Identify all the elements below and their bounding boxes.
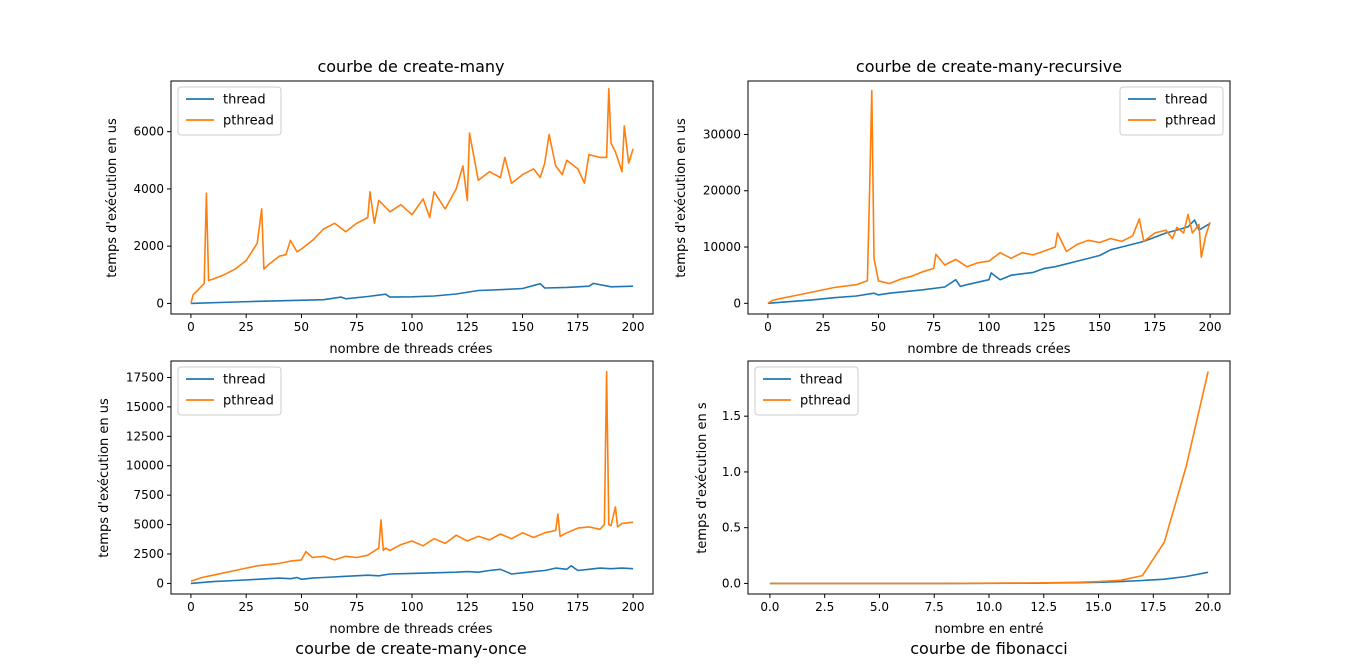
y-tick-label: 5000 bbox=[133, 518, 164, 532]
y-tick-label: 2500 bbox=[133, 547, 164, 561]
y-tick-label: 4000 bbox=[133, 182, 164, 196]
legend-label-pthread: pthread bbox=[1165, 114, 1216, 129]
x-tick-label: 125 bbox=[456, 600, 479, 614]
y-tick-label: 10000 bbox=[703, 240, 741, 254]
x-axis-label: nombre de threads crées bbox=[329, 342, 492, 357]
chart-title: courbe de create-many bbox=[317, 57, 504, 76]
y-tick-label: 0 bbox=[156, 296, 164, 310]
y-tick-label: 7500 bbox=[133, 488, 164, 502]
y-tick-label: 20000 bbox=[703, 184, 741, 198]
x-tick-label: 75 bbox=[926, 320, 941, 334]
x-tick-label: 75 bbox=[349, 320, 364, 334]
x-tick-label: 125 bbox=[1033, 320, 1056, 334]
series-line-thread bbox=[190, 564, 634, 585]
series-line-pthread bbox=[769, 371, 1209, 585]
plot-area: 0 25 50 75 100 125 150 175 200 0 2500 5000 7500 10000… bbox=[126, 360, 654, 614]
y-tick-label: 15000 bbox=[126, 400, 164, 414]
x-tick-label: 50 bbox=[294, 320, 309, 334]
y-axis-label: temps d'exécution en s bbox=[695, 402, 710, 554]
legend-label-pthread: pthread bbox=[800, 394, 851, 409]
x-tick-label: 25 bbox=[239, 600, 254, 614]
legend: thread pthread bbox=[754, 366, 859, 416]
y-tick-label: 1.5 bbox=[722, 409, 741, 423]
x-tick-label: 175 bbox=[1143, 320, 1166, 334]
y-tick-label: 0.5 bbox=[722, 521, 741, 535]
y-tick-label: 0 bbox=[733, 296, 741, 310]
x-tick-label: 0 bbox=[187, 600, 195, 614]
y-tick-label: 1.0 bbox=[722, 465, 741, 479]
x-tick-label: 100 bbox=[978, 320, 1001, 334]
x-tick-label: 50 bbox=[871, 320, 886, 334]
legend: thread pthread bbox=[177, 86, 282, 136]
chart-title: courbe de create-many-once bbox=[295, 639, 526, 658]
x-tick-label: 15.0 bbox=[1085, 600, 1112, 614]
x-axis-label: nombre de threads crées bbox=[329, 622, 492, 637]
y-tick-label: 30000 bbox=[703, 127, 741, 141]
x-tick-label: 0 bbox=[187, 320, 195, 334]
x-tick-label: 200 bbox=[622, 600, 645, 614]
x-axis-label: nombre en entré bbox=[934, 622, 1043, 637]
y-tick-label: 0.0 bbox=[722, 576, 741, 590]
x-axis-label: nombre de threads crées bbox=[907, 342, 1070, 357]
legend-label-pthread: pthread bbox=[223, 394, 274, 409]
legend-label-thread: thread bbox=[223, 93, 266, 108]
x-tick-label: 2.5 bbox=[815, 600, 834, 614]
y-tick-label: 17500 bbox=[126, 370, 164, 384]
chart-create-many: courbe de create-many nombre de threads … bbox=[105, 57, 654, 357]
series-line-pthread bbox=[190, 370, 634, 582]
legend-label-thread: thread bbox=[1165, 93, 1208, 108]
x-tick-label: 175 bbox=[566, 600, 589, 614]
series-line-pthread bbox=[190, 87, 634, 304]
x-tick-label: 25 bbox=[239, 320, 254, 334]
chart-fibonacci: nombre en entré courbe de fibonacci temp… bbox=[695, 360, 1231, 658]
x-tick-label: 0.0 bbox=[760, 600, 779, 614]
x-tick-label: 200 bbox=[1199, 320, 1222, 334]
x-tick-label: 100 bbox=[401, 600, 424, 614]
legend: thread pthread bbox=[1119, 86, 1224, 136]
x-tick-label: 10.0 bbox=[976, 600, 1003, 614]
chart-create-many-once: nombre de threads crées courbe de create… bbox=[97, 360, 654, 658]
x-tick-label: 125 bbox=[456, 320, 479, 334]
y-tick-label: 0 bbox=[156, 576, 164, 590]
x-tick-label: 12.5 bbox=[1030, 600, 1057, 614]
series-line-pthread bbox=[767, 89, 1211, 304]
chart-title: courbe de create-many-recursive bbox=[856, 57, 1122, 76]
y-axis-label: temps d'exécution en us bbox=[674, 118, 689, 278]
y-tick-label: 6000 bbox=[133, 125, 164, 139]
plot-area: 0 25 50 75 100 125 150 175 200 0 10000 20000 30000 th… bbox=[703, 80, 1231, 334]
x-tick-label: 100 bbox=[401, 320, 424, 334]
x-tick-label: 200 bbox=[622, 320, 645, 334]
y-tick-label: 12500 bbox=[126, 429, 164, 443]
x-tick-label: 7.5 bbox=[925, 600, 944, 614]
legend-label-thread: thread bbox=[800, 373, 843, 388]
legend: thread pthread bbox=[177, 366, 282, 416]
y-axis-label: temps d'exécution en us bbox=[97, 398, 112, 558]
x-tick-label: 175 bbox=[566, 320, 589, 334]
plot-area: 0.0 2.5 5.0 7.5 10.0 12.5 15.0 17.5 20.0 0.0 0.5 1.… bbox=[722, 360, 1231, 614]
y-axis-label: temps d'exécution en us bbox=[105, 118, 120, 278]
x-tick-label: 75 bbox=[349, 600, 364, 614]
y-tick-label: 10000 bbox=[126, 459, 164, 473]
x-tick-label: 150 bbox=[511, 600, 534, 614]
x-tick-label: 150 bbox=[1088, 320, 1111, 334]
plot-area: 0 25 50 75 100 125 150 175 2000200040006000threa… bbox=[133, 80, 654, 334]
series-line-thread bbox=[767, 219, 1211, 305]
x-tick-label: 0 bbox=[764, 320, 772, 334]
x-tick-label: 17.5 bbox=[1140, 600, 1167, 614]
x-tick-label: 50 bbox=[294, 600, 309, 614]
x-tick-label: 5.0 bbox=[870, 600, 889, 614]
y-tick-label: 2000 bbox=[133, 239, 164, 253]
x-tick-label: 150 bbox=[511, 320, 534, 334]
x-tick-label: 20.0 bbox=[1195, 600, 1222, 614]
legend-label-thread: thread bbox=[223, 373, 266, 388]
chart-title: courbe de fibonacci bbox=[910, 639, 1067, 658]
legend-label-pthread: pthread bbox=[223, 114, 274, 129]
chart-create-many-recursive: courbe de create-many-recursive nombre d… bbox=[674, 57, 1231, 357]
x-tick-label: 25 bbox=[816, 320, 831, 334]
series-line-thread bbox=[190, 282, 634, 305]
